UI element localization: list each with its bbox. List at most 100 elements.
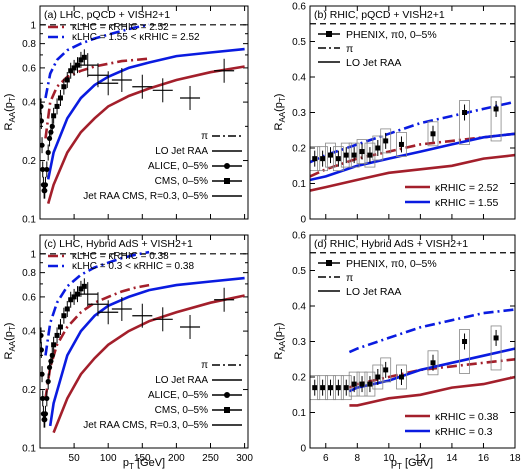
legend-label: LO Jet RAA: [346, 286, 401, 298]
y-axis-title-sub2: T: [8, 326, 17, 331]
y-axis-title: RAA(pT): [273, 323, 287, 360]
data-point-square: [351, 381, 357, 387]
data-point-square: [375, 374, 381, 380]
syst-box: [364, 142, 376, 168]
data-point-circle: [40, 103, 44, 110]
data-point-square: [430, 360, 436, 366]
legend-label: CMS, 0–5%: [155, 176, 208, 187]
legend-marker: [224, 407, 230, 413]
data-point-circle: [44, 395, 50, 402]
y-tick-label: 0.6: [292, 2, 306, 13]
data-point-square: [359, 381, 365, 387]
series-line: [348, 347, 515, 393]
x-tick-label: 250: [202, 453, 219, 464]
y-tick-label: 0.2: [22, 385, 36, 396]
data-point-square: [68, 68, 74, 74]
series-line: [310, 153, 515, 192]
data-point-circle: [40, 332, 44, 339]
legend-label: PHENIX, π0, 0–5%: [346, 29, 437, 41]
data-point-circle: [42, 188, 48, 194]
y-tick-label: 1: [30, 249, 36, 260]
syst-box: [427, 121, 439, 147]
data-point-square: [367, 381, 373, 387]
plot-area: [310, 96, 515, 192]
y-tick-label: 0.3: [292, 337, 306, 348]
y-axis-title-sub2: T: [278, 326, 287, 331]
y-tick-label: 0.1: [22, 444, 36, 455]
y-tick-label: 0.5: [292, 266, 306, 277]
panel-b: 0 0.1 0.2 0.3 0.4 0.5 0.6 (b) RHIC, pQCD + VISH…: [292, 2, 516, 226]
data-point-circle: [40, 118, 44, 124]
plot-frame: [39, 234, 249, 449]
legend-marker: [326, 260, 332, 266]
plot-area: [40, 23, 245, 204]
legend-marker: [224, 163, 230, 169]
y-axis-title-sub: AA: [8, 111, 17, 122]
syst-box: [427, 350, 439, 376]
series-line: [310, 132, 515, 182]
y-tick-label: 1: [30, 20, 36, 31]
data-point-square: [493, 106, 499, 112]
x-axis-title-unit: [GeV]: [402, 457, 433, 469]
data-point-square: [75, 62, 81, 68]
legend-label: π: [346, 43, 353, 55]
syst-box: [364, 371, 376, 397]
series-line: [310, 132, 515, 178]
data-point-circle: [40, 142, 45, 148]
y-tick-label: 0.2: [22, 156, 36, 167]
data-point-square: [493, 335, 499, 341]
data-point-square: [81, 283, 87, 289]
y-axis-title-sub: AA: [278, 111, 287, 122]
data-point-circle: [40, 371, 45, 377]
data-point-square: [375, 145, 381, 151]
data-point-square: [54, 332, 60, 338]
syst-box: [310, 375, 321, 401]
syst-box: [317, 146, 329, 172]
syst-box: [356, 371, 368, 397]
plot-area: [40, 250, 245, 434]
syst-box: [325, 142, 336, 168]
y-axis-title-close: ): [273, 323, 285, 327]
data-point-square: [343, 385, 349, 391]
plot-area: [310, 308, 515, 407]
syst-box: [490, 96, 502, 142]
y-tick-label: 0.6: [22, 63, 36, 74]
syst-box: [356, 139, 368, 164]
syst-box: [459, 329, 470, 374]
legend-label: κLHC = 1.55 < κRHIC = 2.52: [72, 32, 200, 43]
data-point-square: [398, 141, 404, 147]
data-point-square: [71, 65, 77, 71]
x-tick-label: 16: [478, 453, 490, 464]
y-axis-title-paren: (p: [273, 102, 285, 112]
x-axis-title-unit: [GeV]: [134, 457, 165, 469]
series-line: [44, 250, 150, 356]
plot-frame: [309, 234, 516, 449]
x-axis-title-sub: T: [397, 462, 402, 469]
y-tick-label: 0: [300, 215, 306, 226]
y-axis-title-main: R: [3, 122, 15, 130]
data-point-square: [328, 385, 333, 391]
data-point-square: [367, 152, 373, 158]
panel-a: 0.10.20.40.60.81(a) LHC, pQCD + VISH2+1κ…: [22, 5, 249, 226]
x-tick-label: 12: [415, 453, 427, 464]
y-tick-label: 0.4: [292, 302, 306, 313]
y-axis-title-sub: AA: [278, 340, 287, 351]
y-tick-label: 0.8: [22, 268, 36, 279]
y-tick-label: 0.4: [292, 73, 306, 84]
data-point-square: [78, 57, 84, 63]
panel-d: 0 0.1 0.2 0.3 0.4 0.5 0.6 6 8 10 12 14 16 18 (d) RHIC,…: [292, 231, 521, 465]
legend-label: κLHC = κRHIC = 0.38: [72, 251, 169, 262]
x-tick-label: 8: [355, 453, 361, 464]
legend-label: π: [201, 360, 208, 371]
x-tick-label: 300: [236, 453, 253, 464]
data-point-square: [75, 291, 81, 297]
x-tick-label: 10: [383, 453, 395, 464]
y-axis-title-sub: AA: [8, 340, 17, 351]
y-axis-title-main: R: [273, 351, 285, 359]
legend-marker: [326, 31, 332, 37]
legend-label: κRHIC = 0.3: [435, 426, 493, 438]
y-tick-label: 0.4: [22, 98, 36, 109]
x-axis-title-sub: T: [129, 462, 134, 469]
legend-label: κLHC = κRHIC = 2.52: [72, 22, 169, 33]
